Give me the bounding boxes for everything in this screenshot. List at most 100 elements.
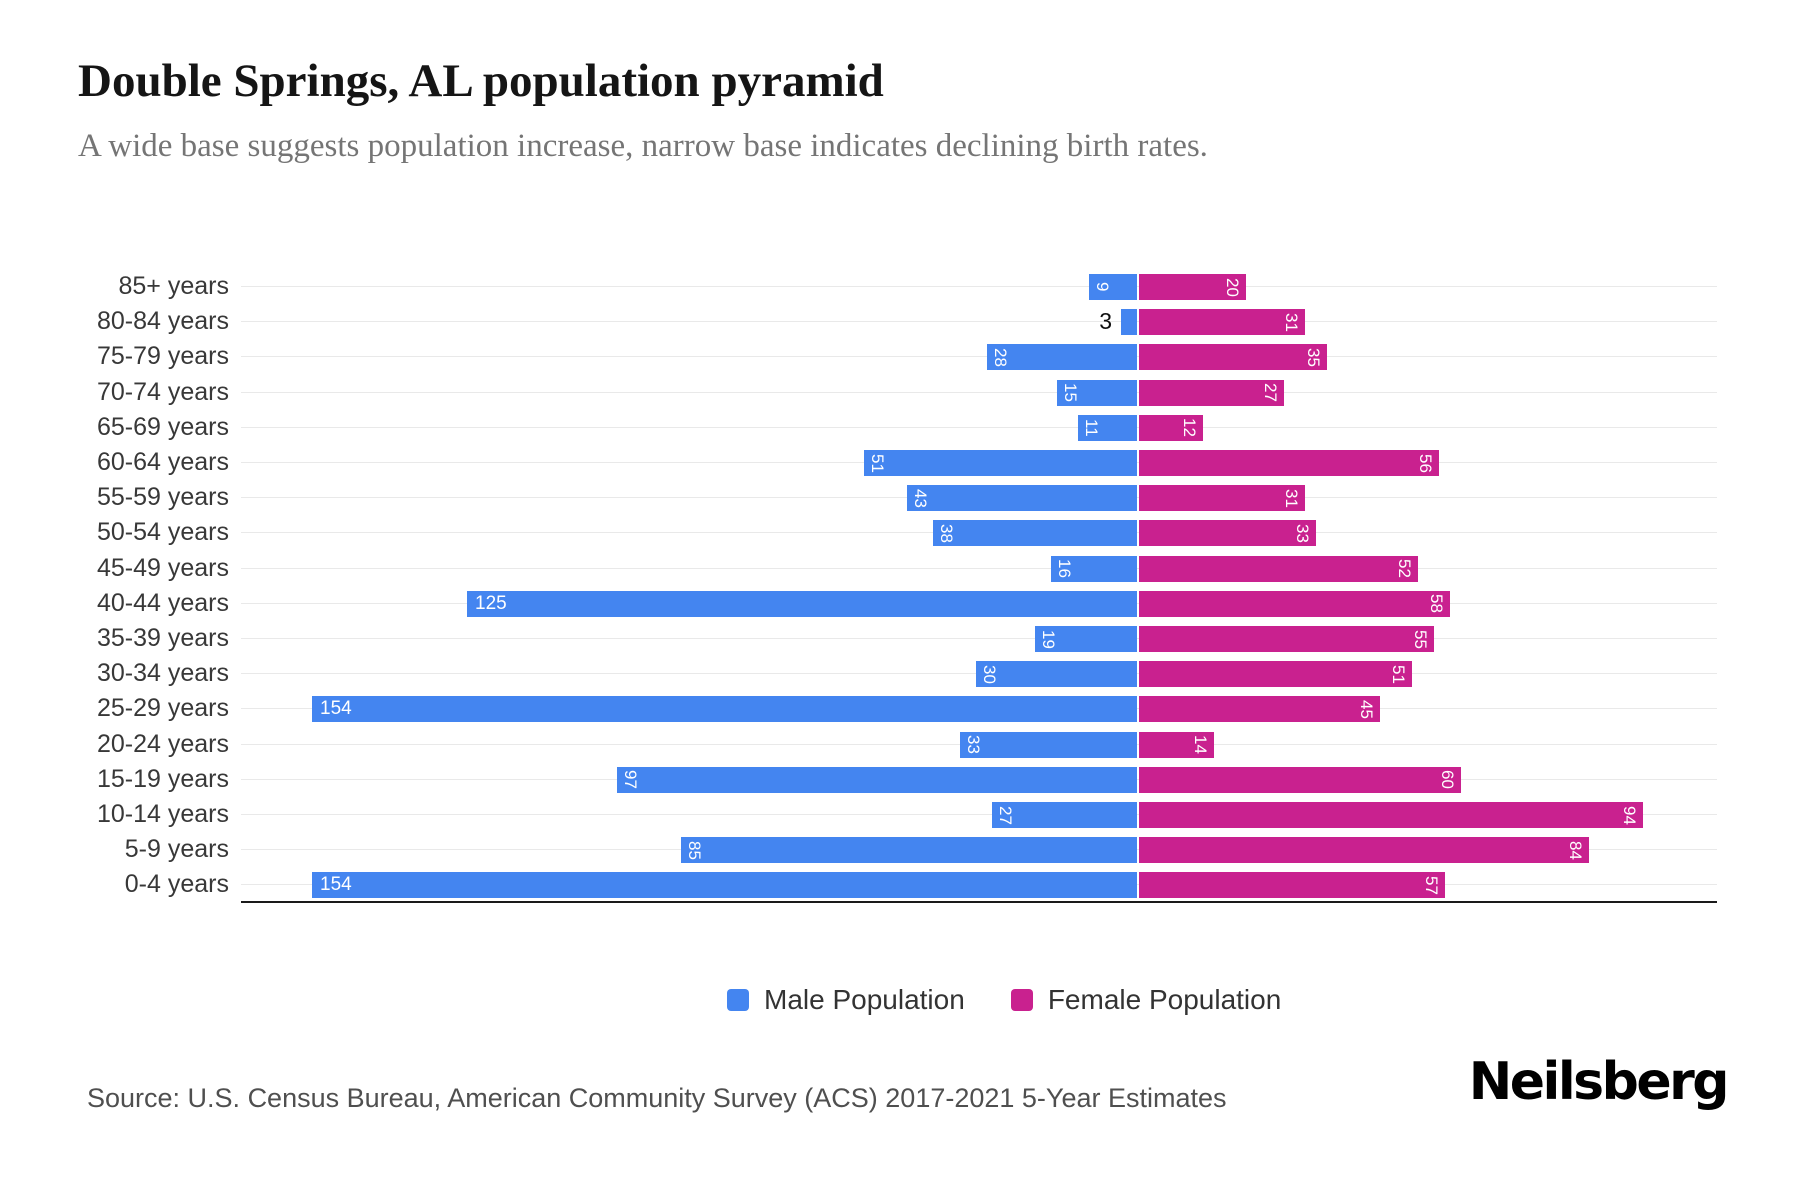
male-bar-30-34-years[interactable]: 30 — [976, 661, 1137, 688]
bar-value-label: 51 — [868, 453, 887, 473]
bar-value-label: 45 — [1357, 699, 1376, 719]
female-bar-30-34-years[interactable]: 51 — [1139, 661, 1412, 688]
female-swatch-icon — [1010, 989, 1033, 1011]
legend: Male Population Female Population — [727, 984, 1281, 1016]
row-70-74-years: 70-74 years 15 27 — [0, 375, 1800, 411]
male-bar-85-years[interactable]: 9 — [1089, 274, 1137, 300]
bar-value-label: 19 — [1039, 629, 1058, 649]
gridline — [241, 814, 1717, 815]
female-bar-10-14-years[interactable]: 94 — [1139, 802, 1643, 828]
row-60-64-years: 60-64 years 51 56 — [0, 445, 1800, 481]
male-bar-65-69-years[interactable]: 11 — [1078, 414, 1137, 441]
category-label: 50-54 years — [96, 518, 229, 547]
bar-value-label: 15 — [1061, 383, 1080, 403]
category-label: 45-49 years — [96, 553, 229, 582]
x-axis-line — [241, 901, 1717, 903]
category-label: 25-29 years — [96, 694, 229, 723]
bar-value-label: 30 — [980, 664, 999, 684]
category-label: 0-4 years — [124, 870, 229, 899]
gridline — [241, 426, 1717, 428]
legend-item-male[interactable]: Male Population — [727, 984, 965, 1016]
category-label: 10-14 years — [96, 800, 229, 828]
female-bar-15-19-years[interactable]: 60 — [1139, 766, 1461, 793]
source-attribution: Source: U.S. Census Bureau, American Com… — [87, 1083, 1227, 1113]
category-label: 15-19 years — [96, 764, 229, 793]
neilsberg-logo: Neilsberg — [1468, 1052, 1730, 1112]
bar-value-label: 16 — [1055, 559, 1074, 579]
category-label: 70-74 years — [96, 377, 229, 406]
male-bar-25-29-years[interactable]: 154 — [312, 696, 1137, 723]
female-bar-70-74-years[interactable]: 27 — [1139, 379, 1284, 406]
legend-item-female[interactable]: Female Population — [1010, 984, 1282, 1016]
bar-value-label: 20 — [1223, 277, 1242, 297]
male-bar-60-64-years[interactable]: 51 — [864, 450, 1137, 476]
bar-value-label: 38 — [937, 523, 956, 543]
male-swatch-icon — [727, 989, 749, 1011]
category-label: 85+ years — [118, 272, 230, 300]
row-80-84-years: 80-84 years 3 31 — [0, 304, 1800, 340]
row-75-79-years: 75-79 years 28 35 — [0, 339, 1800, 375]
bar-value-label: 3 — [1099, 308, 1112, 335]
male-bar-50-54-years[interactable]: 38 — [933, 520, 1137, 547]
male-bar-20-24-years[interactable]: 33 — [960, 731, 1137, 758]
female-bar-75-79-years[interactable]: 35 — [1139, 344, 1327, 371]
bar-value-label: 28 — [991, 347, 1010, 367]
gridline — [241, 356, 1717, 358]
bar-value-label: 56 — [1416, 453, 1435, 473]
row-20-24-years: 20-24 years 33 14 — [0, 727, 1800, 763]
female-bar-20-24-years[interactable]: 14 — [1139, 731, 1214, 758]
row-0-4-years: 0-4 years 154 57 — [0, 867, 1800, 903]
male-bar-5-9-years[interactable]: 85 — [681, 837, 1137, 864]
gridline — [241, 321, 1717, 323]
male-bar-75-79-years[interactable]: 28 — [987, 344, 1137, 371]
bar-value-label: 35 — [1304, 347, 1323, 367]
gridline — [241, 638, 1717, 639]
bar-value-label: 94 — [1620, 805, 1639, 825]
female-bar-50-54-years[interactable]: 33 — [1139, 520, 1316, 547]
male-bar-15-19-years[interactable]: 97 — [617, 766, 1137, 793]
category-label: 75-79 years — [96, 342, 229, 371]
female-bar-40-44-years[interactable]: 58 — [1139, 590, 1450, 617]
female-bar-45-49-years[interactable]: 52 — [1139, 555, 1418, 582]
male-bar-70-74-years[interactable]: 15 — [1057, 379, 1137, 406]
bar-value-label: 85 — [685, 840, 704, 860]
gridline — [241, 567, 1717, 569]
female-bar-85-years[interactable]: 20 — [1139, 274, 1246, 300]
male-bar-10-14-years[interactable]: 27 — [992, 802, 1137, 828]
bar-value-label: 27 — [1261, 383, 1280, 403]
male-bar-40-44-years[interactable]: 125 — [467, 590, 1137, 617]
bar-value-label: 31 — [1282, 488, 1301, 508]
legend-female-label: Female Population — [1047, 984, 1282, 1015]
female-bar-35-39-years[interactable]: 55 — [1139, 626, 1434, 652]
row-25-29-years: 25-29 years 154 45 — [0, 691, 1800, 727]
gridline — [241, 391, 1717, 393]
female-bar-5-9-years[interactable]: 84 — [1139, 837, 1589, 864]
female-bar-65-69-years[interactable]: 12 — [1139, 414, 1203, 441]
male-bar-80-84-years[interactable] — [1121, 309, 1137, 336]
row-85-years: 85+ years 9 20 — [0, 269, 1800, 305]
female-bar-60-64-years[interactable]: 56 — [1139, 450, 1439, 476]
pyramid-plot-area: 85+ years 9 20 80-84 years 3 31 75-79 years 28 3… — [0, 269, 1800, 903]
bar-value-label: 9 — [1093, 282, 1112, 292]
male-bar-0-4-years[interactable]: 154 — [312, 872, 1137, 899]
chart-subtitle: A wide base suggests population increase… — [78, 128, 1208, 164]
bar-value-label: 55 — [1411, 629, 1430, 649]
bar-value-label: 33 — [1293, 523, 1312, 543]
bar-value-label: 60 — [1438, 770, 1457, 790]
category-label: 5-9 years — [124, 835, 229, 864]
female-bar-25-29-years[interactable]: 45 — [1139, 696, 1380, 723]
bar-value-label: 154 — [320, 698, 352, 720]
category-label: 80-84 years — [96, 307, 229, 336]
category-label: 20-24 years — [96, 729, 229, 758]
bar-value-label: 27 — [996, 805, 1015, 825]
female-bar-80-84-years[interactable]: 31 — [1139, 309, 1305, 336]
category-label: 40-44 years — [96, 588, 229, 617]
row-10-14-years: 10-14 years 27 94 — [0, 797, 1800, 833]
male-bar-55-59-years[interactable]: 43 — [907, 485, 1137, 512]
row-15-19-years: 15-19 years 97 60 — [0, 762, 1800, 798]
male-bar-45-49-years[interactable]: 16 — [1051, 555, 1137, 582]
female-bar-0-4-years[interactable]: 57 — [1139, 872, 1445, 899]
male-bar-35-39-years[interactable]: 19 — [1035, 626, 1137, 652]
female-bar-55-59-years[interactable]: 31 — [1139, 485, 1305, 512]
